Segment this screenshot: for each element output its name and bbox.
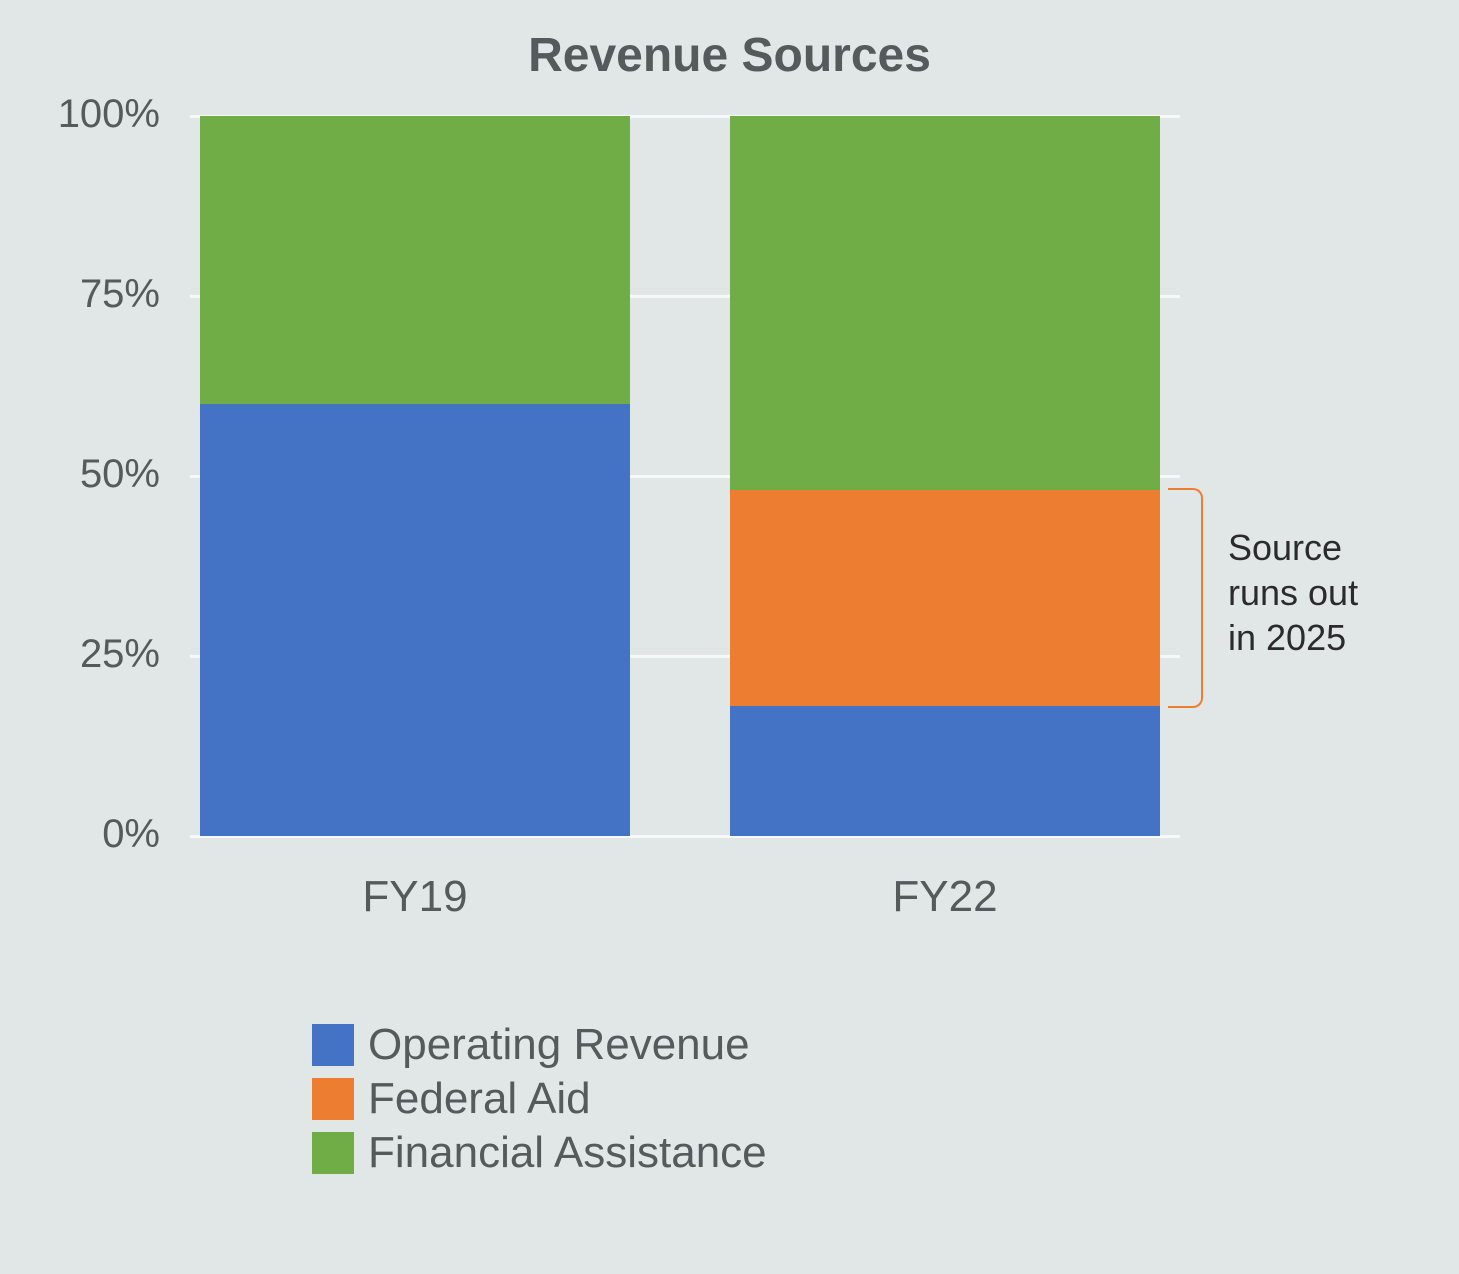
y-tick-label: 50%	[0, 452, 160, 497]
bar-segment-operating_revenue	[730, 706, 1160, 836]
y-tick-label: 100%	[0, 92, 160, 137]
legend-swatch	[312, 1078, 354, 1120]
chart-title: Revenue Sources	[0, 28, 1459, 83]
x-tick-label: FY22	[730, 872, 1160, 922]
legend-label: Federal Aid	[368, 1074, 591, 1124]
bar-segment-financial_assistance	[730, 116, 1160, 490]
bar-segment-federal_aid	[730, 490, 1160, 706]
y-tick-label: 75%	[0, 272, 160, 317]
legend-swatch	[312, 1024, 354, 1066]
annotation-line3: in 2025	[1228, 617, 1346, 658]
bar-segment-operating_revenue	[200, 404, 630, 836]
legend-label: Operating Revenue	[368, 1020, 750, 1070]
legend-swatch	[312, 1132, 354, 1174]
y-tick-label: 0%	[0, 812, 160, 857]
annotation-line2: runs out	[1228, 572, 1358, 613]
plot-area	[190, 116, 1180, 836]
legend-item: Federal Aid	[312, 1074, 767, 1124]
legend-item: Operating Revenue	[312, 1020, 767, 1070]
annotation-line1: Source	[1228, 527, 1342, 568]
revenue-sources-chart: Revenue Sources Source runs out in 2025 …	[0, 0, 1459, 1274]
bar-segment-financial_assistance	[200, 116, 630, 404]
legend-label: Financial Assistance	[368, 1128, 767, 1178]
bar-group	[730, 116, 1160, 836]
annotation-bracket	[1168, 488, 1203, 708]
annotation-label: Source runs out in 2025	[1228, 525, 1358, 660]
bar-group	[200, 116, 630, 836]
y-tick-label: 25%	[0, 632, 160, 677]
legend-item: Financial Assistance	[312, 1128, 767, 1178]
x-tick-label: FY19	[200, 872, 630, 922]
legend: Operating RevenueFederal AidFinancial As…	[312, 1020, 767, 1182]
